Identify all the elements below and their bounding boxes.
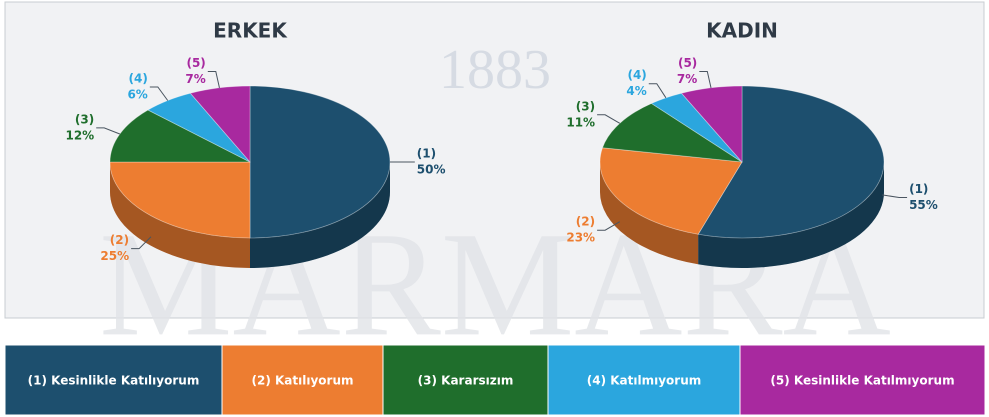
- legend-swatch: [4, 344, 223, 416]
- slice-label: 23%: [566, 231, 595, 245]
- legend-swatch: [382, 344, 549, 416]
- slice-side: [110, 162, 250, 268]
- slice-code: (5): [678, 56, 697, 70]
- leader-line: [149, 86, 169, 101]
- slice-label: 4%: [626, 84, 646, 98]
- slice: [109, 109, 251, 163]
- leader-line: [96, 127, 121, 135]
- slice-code: (2): [110, 233, 129, 247]
- chart-title: KADIN: [706, 19, 778, 43]
- watermark: 1883: [439, 39, 551, 101]
- slice-label: 12%: [65, 128, 94, 142]
- slice-label: 50%: [417, 163, 446, 177]
- slice-code: (3): [576, 99, 595, 113]
- legend-label: (1) Kesinlikle Katılıyorum: [28, 374, 200, 388]
- slice-label: 11%: [566, 115, 595, 129]
- leader-line: [648, 83, 667, 99]
- legend-label: (5) Kesinlikle Katılmıyorum: [770, 374, 954, 388]
- slice-side: [250, 162, 390, 268]
- slice: [189, 85, 251, 164]
- slice-label: 25%: [100, 249, 129, 263]
- chart-title: ERKEK: [213, 19, 288, 43]
- slice: [697, 85, 885, 239]
- slice: [599, 147, 743, 235]
- slice-shade: [600, 162, 699, 265]
- slice-code: (1): [417, 147, 436, 161]
- leader-line: [597, 221, 621, 231]
- leader-line: [207, 71, 220, 88]
- legend-swatch: [221, 344, 384, 416]
- slice-label: 6%: [127, 87, 147, 101]
- slice-label: 7%: [185, 72, 205, 86]
- slice-shade: [110, 162, 250, 268]
- legend-label: (3) Kararsızım: [418, 374, 514, 388]
- slice-code: (4): [129, 71, 148, 85]
- slice-code: (3): [75, 112, 94, 126]
- slice-code: (5): [186, 56, 205, 70]
- slice: [680, 85, 743, 164]
- leader-line: [699, 71, 712, 88]
- legend-label: (2) Katılıyorum: [252, 374, 354, 388]
- leader-line: [882, 194, 908, 199]
- leader-line: [597, 114, 621, 124]
- slice-code: (4): [627, 68, 646, 82]
- slice-label: 55%: [909, 198, 938, 212]
- slice: [249, 85, 391, 239]
- legend-swatch: [547, 344, 741, 416]
- slice-shade: [698, 162, 884, 268]
- slice-label: 7%: [677, 72, 697, 86]
- slice-side: [600, 162, 699, 265]
- slice-shade: [250, 162, 390, 268]
- slice-code: (2): [576, 215, 595, 229]
- slice: [109, 161, 251, 239]
- leader-line: [131, 236, 152, 250]
- legend-swatch: [739, 344, 986, 416]
- slice-side: [698, 162, 884, 268]
- legend-label: (4) Katılmıyorum: [587, 374, 702, 388]
- slice-code: (1): [909, 182, 928, 196]
